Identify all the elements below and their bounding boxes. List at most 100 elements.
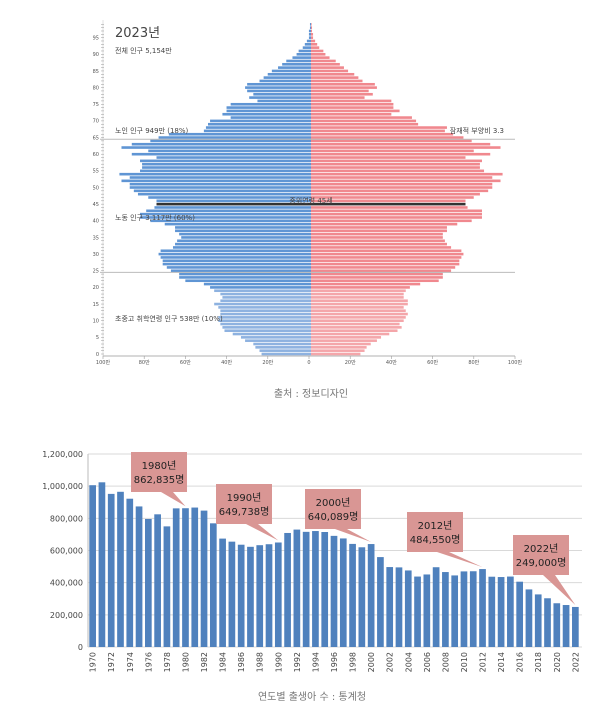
female-bar-age-78 <box>311 92 373 96</box>
male-bar-age-31 <box>160 249 311 253</box>
y-tick-label: 1,000,000 <box>42 482 83 491</box>
female-bar-age-72 <box>311 112 392 116</box>
callout-1980: 1980년 862,835명 <box>131 452 187 507</box>
female-bar-age-59 <box>311 156 466 159</box>
male-bar-age-4 <box>245 339 311 342</box>
female-bar-age-84 <box>311 72 355 76</box>
x-tick-label: 1996 <box>330 652 339 672</box>
x-tick-label: 60만 <box>180 359 191 366</box>
bar-2019 <box>544 598 551 647</box>
male-bar-age-97 <box>308 29 311 33</box>
male-bar-age-44 <box>154 206 311 209</box>
female-bar-age-6 <box>311 332 390 336</box>
male-bar-age-86 <box>278 66 311 69</box>
male-bar-age-88 <box>286 59 311 63</box>
male-bar-age-85 <box>271 69 311 73</box>
male-bar-age-56 <box>142 166 311 169</box>
male-bar-age-70 <box>210 119 311 123</box>
female-bar-age-60 <box>311 152 491 156</box>
female-bar-age-94 <box>311 39 316 43</box>
male-bar-age-64 <box>150 139 311 143</box>
female-bar-age-61 <box>311 149 474 153</box>
bar-2010 <box>460 571 468 647</box>
female-bar-age-96 <box>311 33 314 36</box>
male-bar-age-57 <box>142 162 311 166</box>
y-tick-label: 10 <box>93 319 99 325</box>
female-bar-age-67 <box>311 129 445 133</box>
total-population-label: 전체 인구 5,154만 <box>115 46 172 55</box>
male-bar-age-39 <box>164 222 311 226</box>
pyramid-title: 2023년 <box>115 26 160 41</box>
male-bar-age-69 <box>208 122 311 126</box>
male-bar-age-35 <box>181 236 311 239</box>
male-bar-age-24 <box>179 272 311 276</box>
y-tick-label: 65 <box>93 135 99 141</box>
y-tick-label: 75 <box>93 102 99 108</box>
male-bar-age-49 <box>133 189 311 193</box>
male-bar-age-99 <box>309 23 311 26</box>
female-bar-age-70 <box>311 119 417 123</box>
x-tick-label: 1994 <box>311 652 320 672</box>
bar-2004 <box>404 570 412 647</box>
x-tick-label: 2000 <box>367 652 376 672</box>
female-bar-age-33 <box>311 242 447 246</box>
male-bar-age-50 <box>129 186 311 189</box>
female-bar-age-79 <box>311 89 369 93</box>
x-tick-label: 0 <box>307 360 310 366</box>
bar-2008 <box>442 572 449 647</box>
male-bar-age-42 <box>140 212 311 216</box>
x-tick-label: 1974 <box>126 652 135 672</box>
male-bar-age-90 <box>296 53 311 56</box>
x-tick-label: 1990 <box>274 652 283 672</box>
male-bar-age-28 <box>162 259 311 263</box>
female-bar-age-83 <box>311 76 359 79</box>
bar-1984 <box>219 538 226 647</box>
male-bar-age-48 <box>137 192 311 196</box>
female-bar-age-35 <box>311 236 443 239</box>
y-tick-label: 20 <box>93 285 99 291</box>
female-bar-age-17 <box>311 296 404 299</box>
y-tick-label: 60 <box>93 152 99 158</box>
y-tick-label: 0 <box>96 352 99 358</box>
male-bar-age-55 <box>140 169 311 173</box>
male-bar-age-5 <box>240 336 311 339</box>
callout-year: 2012년 <box>418 520 453 532</box>
callout-year: 1980년 <box>142 460 177 472</box>
male-bar-age-20 <box>210 286 311 289</box>
male-bar-age-19 <box>214 289 311 293</box>
bar-1996 <box>330 535 338 647</box>
male-bar-age-40 <box>150 219 311 223</box>
bar-1993 <box>302 531 310 647</box>
female-bar-age-38 <box>311 226 447 229</box>
female-bar-age-42 <box>311 212 482 216</box>
callout-2000: 2000년 640,089명 <box>305 489 372 543</box>
female-bar-age-9 <box>311 322 400 326</box>
male-bar-age-89 <box>292 56 311 59</box>
y-tick-label: 15 <box>93 302 99 308</box>
x-tick-label: 1976 <box>144 652 153 672</box>
female-bar-age-28 <box>311 259 460 263</box>
female-bar-age-86 <box>311 66 344 69</box>
x-tick-label: 1970 <box>89 652 98 672</box>
male-bar-age-41 <box>140 216 311 219</box>
bar-1973 <box>117 491 124 647</box>
male-bar-age-65 <box>158 136 311 139</box>
female-bar-age-80 <box>311 86 377 89</box>
female-bar-age-95 <box>311 36 314 39</box>
male-bar-age-14 <box>218 306 311 309</box>
bar-1985 <box>228 541 236 647</box>
bar-1974 <box>126 498 134 647</box>
bar-2001 <box>377 557 384 647</box>
x-tick-label: 2018 <box>534 652 543 672</box>
female-bar-age-69 <box>311 122 419 126</box>
female-bar-age-11 <box>311 316 406 319</box>
female-bar-age-26 <box>311 266 456 269</box>
male-bar-age-26 <box>166 266 311 269</box>
bar-2021 <box>562 605 570 647</box>
male-bar-age-63 <box>131 142 311 146</box>
male-bar-age-96 <box>308 33 311 36</box>
y-tick-label: 30 <box>93 252 99 258</box>
male-bar-age-34 <box>177 239 311 243</box>
female-bar-age-55 <box>311 169 485 173</box>
callout-box <box>216 484 279 541</box>
